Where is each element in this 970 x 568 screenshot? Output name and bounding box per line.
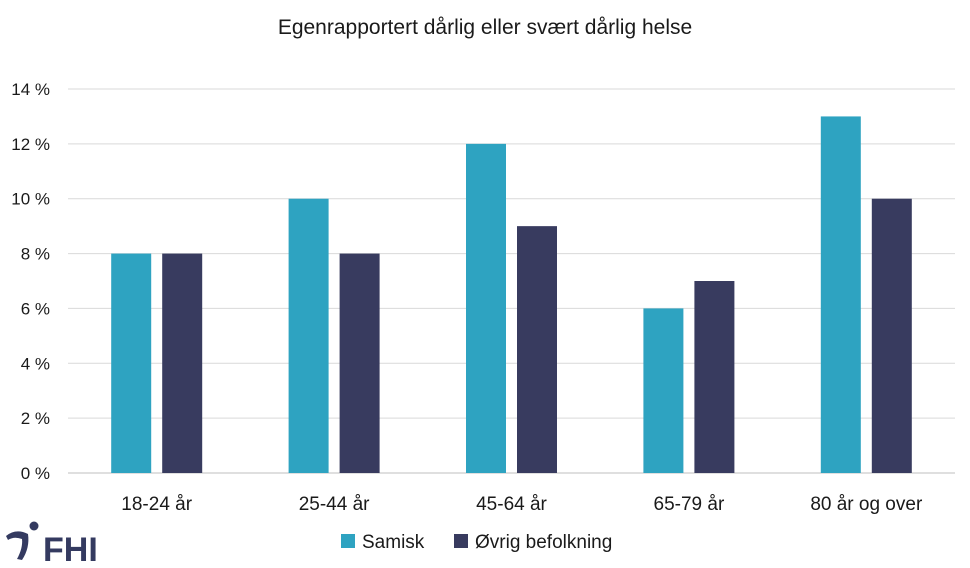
legend-swatch-samisk (341, 534, 355, 548)
fhi-logo: FHI (6, 521, 98, 568)
bar-samisk-2 (466, 143, 506, 473)
y-tick-label: 0 % (21, 464, 50, 483)
bars (111, 116, 912, 473)
fhi-logo-text: FHI (43, 531, 98, 568)
bar-samisk-4 (820, 116, 861, 473)
legend-label-samisk: Samisk (362, 532, 425, 553)
legend-label-ovrig: Øvrig befolkning (475, 532, 612, 553)
x-tick-label: 80 år og over (810, 494, 923, 515)
bar-samisk-0 (111, 253, 152, 473)
x-tick-label: 65-79 år (654, 494, 725, 515)
y-tick-label: 12 % (11, 135, 50, 154)
bar-samisk-1 (288, 198, 329, 473)
y-axis-ticks: 0 % 2 % 4 % 6 % 8 % 10 % 12 % 14 % (11, 80, 50, 483)
y-tick-label: 8 % (21, 245, 50, 264)
bar-ovrig-3 (694, 281, 735, 473)
bar-samisk-3 (643, 308, 684, 473)
x-tick-label: 18-24 år (121, 494, 192, 515)
bar-ovrig-4 (871, 198, 912, 473)
y-tick-label: 10 % (11, 190, 50, 209)
y-tick-label: 4 % (21, 354, 50, 373)
y-tick-label: 2 % (21, 409, 50, 428)
x-tick-label: 25-44 år (299, 494, 370, 515)
bar-ovrig-2 (517, 226, 557, 473)
x-axis-labels: 18-24 år 25-44 år 45-64 år 65-79 år 80 år og… (121, 494, 923, 515)
grid (68, 88, 955, 474)
legend: Samisk Øvrig befolkning (341, 532, 612, 553)
y-tick-label: 6 % (21, 299, 50, 318)
y-tick-label: 14 % (11, 80, 50, 99)
bar-ovrig-0 (162, 253, 203, 473)
x-tick-label: 45-64 år (476, 494, 547, 515)
legend-swatch-ovrig (454, 534, 468, 548)
chart-title: Egenrapportert dårlig eller svært dårlig… (278, 16, 692, 39)
bar-ovrig-1 (339, 253, 380, 473)
fhi-logo-mark-icon (6, 521, 39, 560)
